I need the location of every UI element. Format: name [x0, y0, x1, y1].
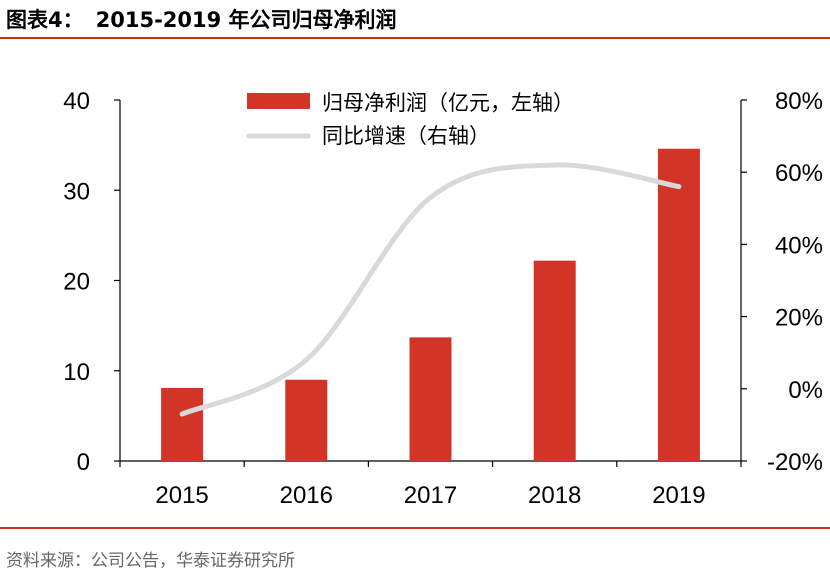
left-y-tick-label: 30: [63, 178, 90, 205]
right-y-tick-label: 40%: [775, 232, 823, 259]
bar: [161, 387, 204, 461]
right-y-tick-label: 60%: [775, 160, 823, 187]
header-divider: [0, 37, 830, 39]
legend-line-label: 同比增速（右轴）: [322, 124, 490, 148]
left-y-tick-label: 10: [63, 359, 90, 386]
line-series: [179, 162, 682, 417]
x-tick-label: 2019: [652, 482, 705, 509]
figure-label: 图表4：: [6, 8, 84, 32]
chart-legend: 归母净利润（亿元，左轴） 同比增速（右轴）: [246, 91, 574, 148]
right-y-tick-label: 0%: [788, 377, 823, 404]
x-tick-label: 2015: [155, 482, 208, 509]
chart-axes: 0 10 20 30 40 -20% 0% 20% 40% 60% 80% 2015 2016 2017 2…: [63, 88, 823, 509]
left-y-tick-label: 0: [77, 449, 90, 476]
legend-bar-swatch: [247, 93, 310, 109]
legend-bar-label: 归母净利润（亿元，左轴）: [322, 91, 574, 115]
bar: [657, 148, 700, 462]
growth-line: [179, 162, 682, 417]
left-y-tick-label: 20: [63, 269, 90, 296]
left-y-tick-label: 40: [63, 88, 90, 115]
x-tick-label: 2017: [404, 482, 457, 509]
source-note: 资料来源：公司公告，华泰证券研究所: [6, 551, 295, 571]
footer-divider: [0, 527, 830, 529]
right-y-tick-label: -20%: [767, 449, 823, 476]
x-tick-label: 2018: [528, 482, 581, 509]
figure-title: 2015-2019 年公司归母净利润: [95, 8, 397, 32]
right-y-tick-label: 20%: [775, 305, 823, 332]
figure-header: 图表4： 2015-2019 年公司归母净利润: [6, 4, 397, 34]
x-tick-label: 2016: [280, 482, 333, 509]
right-y-tick-label: 80%: [775, 88, 823, 115]
bar: [285, 379, 328, 461]
bar-series: [161, 148, 700, 462]
bar: [409, 337, 452, 461]
bar: [533, 260, 576, 461]
